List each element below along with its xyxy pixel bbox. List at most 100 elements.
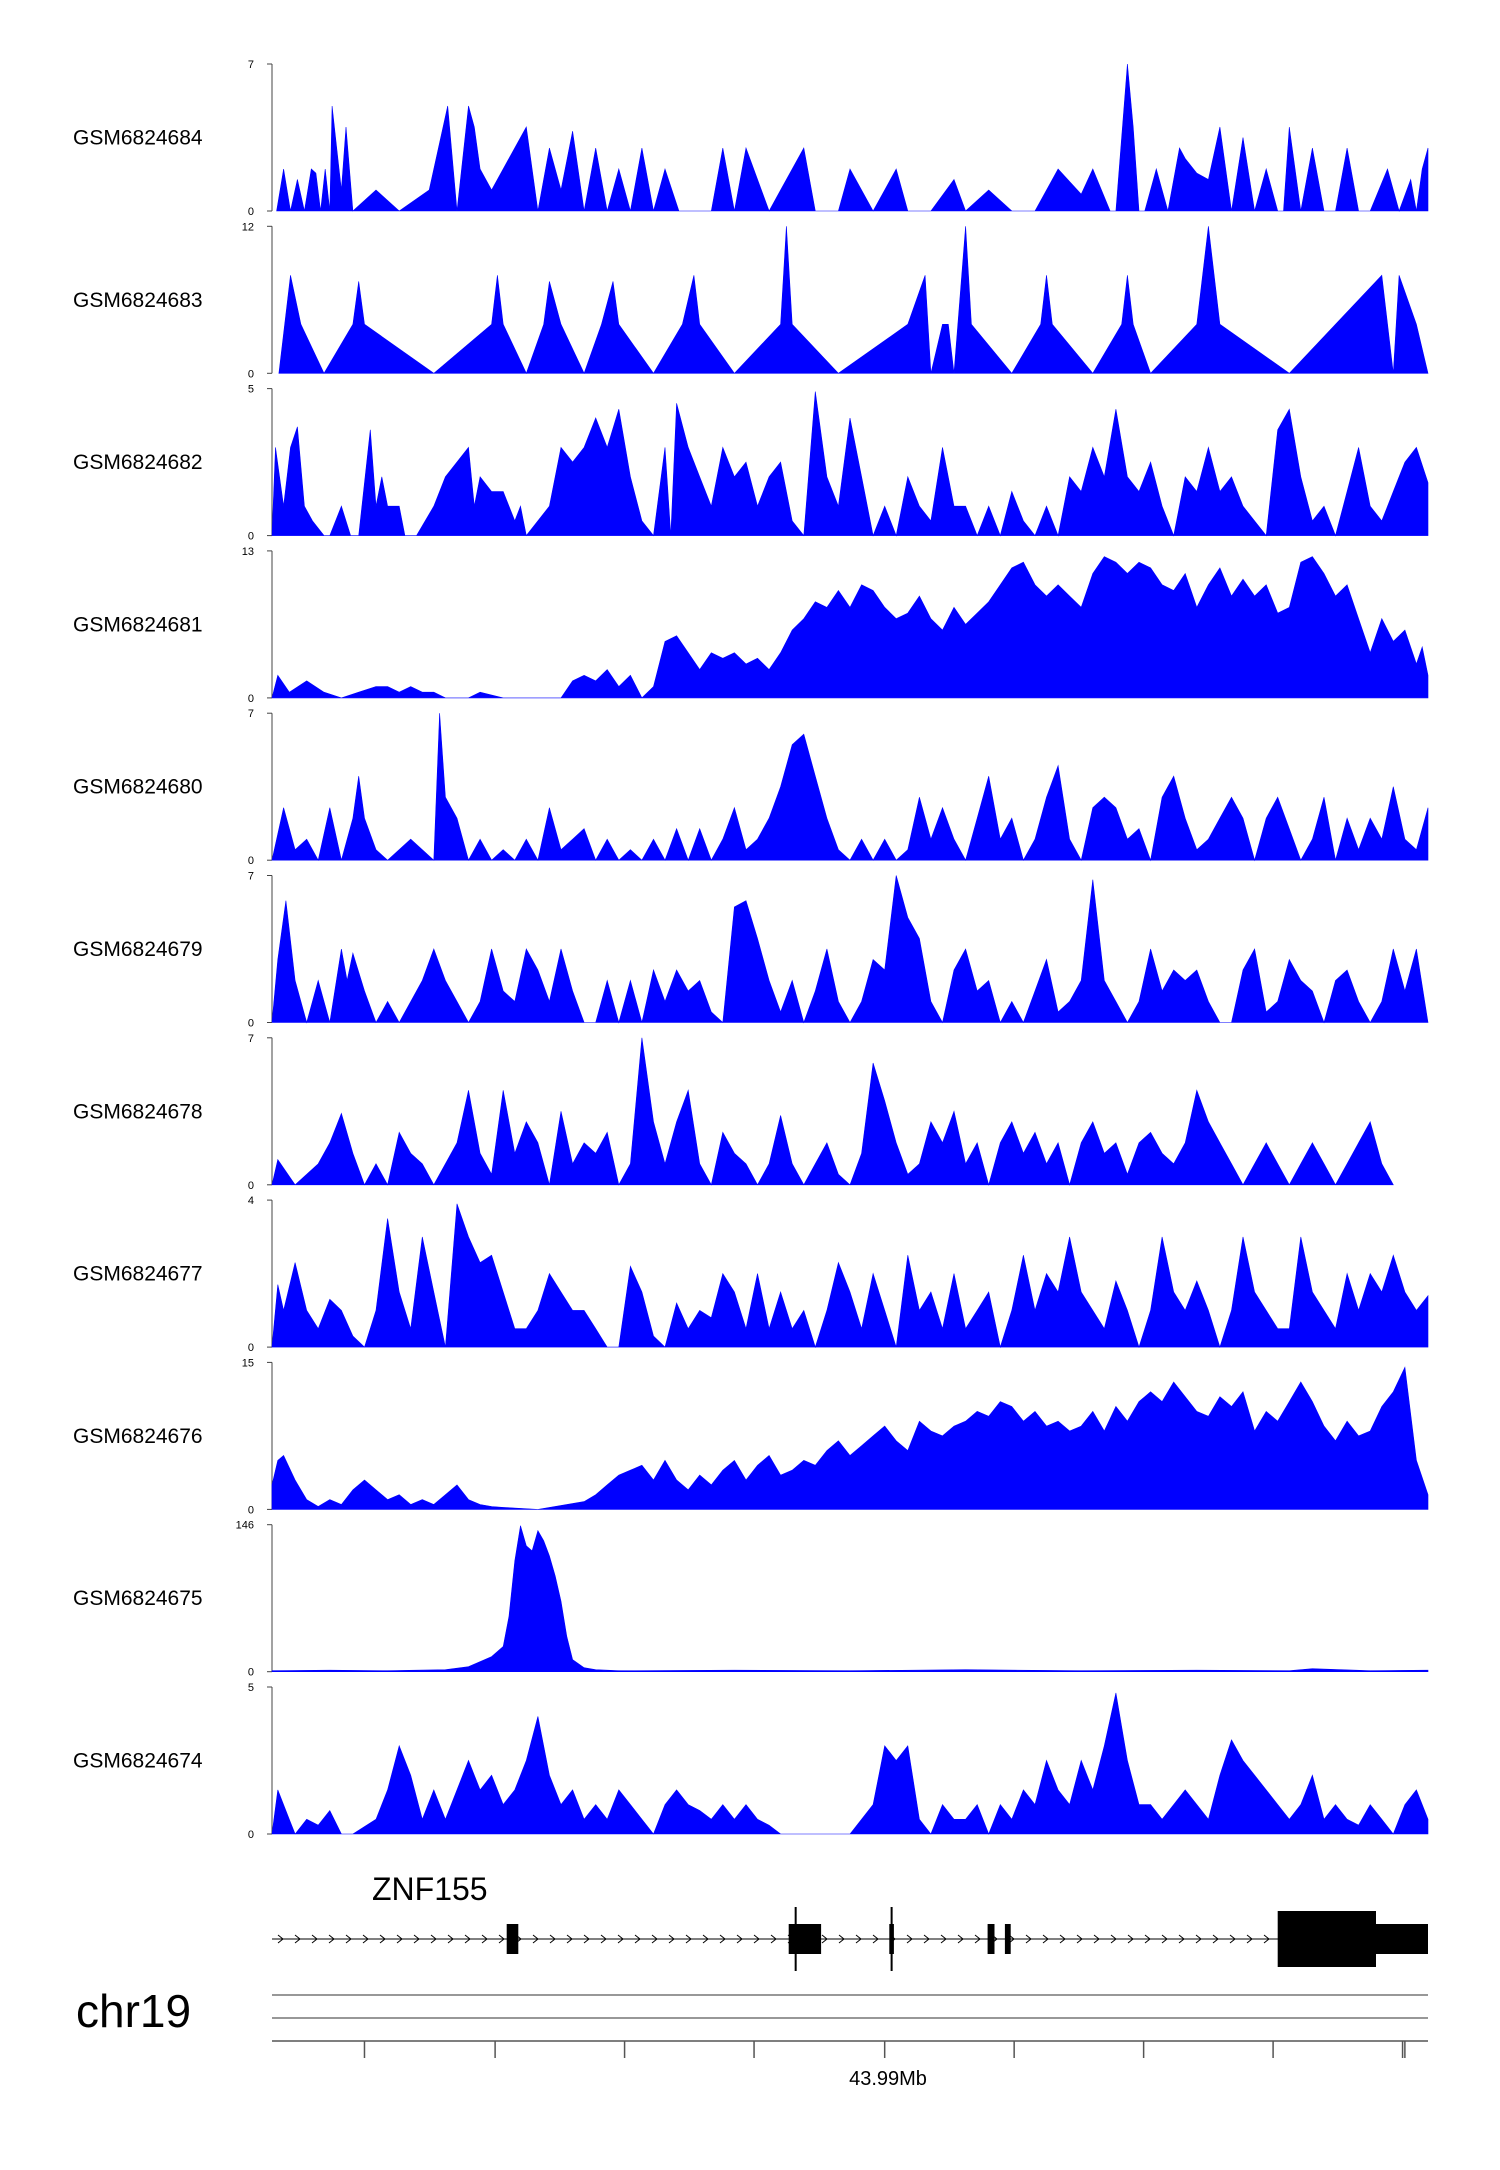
gene-exon — [1004, 1924, 1011, 1954]
strand-arrow — [906, 1934, 913, 1944]
genomic-axis: chr19 43.99Mb — [76, 1985, 1428, 2090]
track-area — [276, 63, 1429, 212]
strand-arrow — [328, 1934, 335, 1944]
strand-arrow — [311, 1934, 318, 1944]
track-GSM6824680: GSM6824680 7 0 — [73, 708, 1429, 867]
track-GSM6824678: GSM6824678 7 0 — [73, 1033, 1394, 1192]
track-GSM6824674: GSM6824674 5 0 — [73, 1682, 1429, 1841]
strand-arrow — [1246, 1934, 1253, 1944]
gene-exon — [987, 1924, 995, 1954]
track-area — [271, 1037, 1394, 1186]
chromosome-label: chr19 — [76, 1985, 191, 2037]
track-label: GSM6824674 — [73, 1750, 203, 1773]
strand-arrow — [379, 1934, 386, 1944]
track-GSM6824682: GSM6824682 5 0 — [73, 384, 1429, 543]
y-tick-label-min: 0 — [248, 855, 254, 867]
y-tick-label-max: 7 — [248, 1033, 254, 1045]
strand-arrow — [753, 1934, 760, 1944]
track-label: GSM6824683 — [73, 289, 203, 312]
strand-arrow — [770, 1934, 777, 1944]
strand-arrow — [617, 1934, 624, 1944]
y-tick-label-min: 0 — [248, 693, 254, 705]
track-area — [278, 226, 1429, 375]
strand-arrow — [634, 1934, 641, 1944]
track-area — [271, 1366, 1429, 1510]
strand-arrow — [566, 1934, 573, 1944]
strand-arrow — [1127, 1934, 1134, 1944]
y-tick-label-min: 0 — [248, 368, 254, 380]
strand-arrow — [1161, 1934, 1168, 1944]
strand-arrow — [430, 1934, 437, 1944]
strand-arrow — [549, 1934, 556, 1944]
strand-arrow — [1178, 1934, 1185, 1944]
y-tick-label-min: 0 — [248, 531, 254, 543]
strand-arrow — [532, 1934, 539, 1944]
strand-arrow — [1212, 1934, 1219, 1944]
y-tick-label-min: 0 — [248, 1829, 254, 1841]
track-label: GSM6824679 — [73, 938, 203, 961]
strand-arrow — [1144, 1934, 1151, 1944]
track-area — [271, 556, 1429, 699]
y-tick-label-max: 15 — [242, 1357, 254, 1369]
y-tick-label-min: 0 — [248, 1018, 254, 1030]
gene-name-label: ZNF155 — [372, 1871, 488, 1907]
y-tick-label-min: 0 — [248, 1667, 254, 1679]
strand-arrow — [651, 1934, 658, 1944]
strand-arrow — [940, 1934, 947, 1944]
strand-arrow — [974, 1934, 981, 1944]
track-label: GSM6824681 — [73, 613, 203, 636]
track-GSM6824675: GSM6824675 146 0 — [73, 1520, 1429, 1679]
strand-arrow — [583, 1934, 590, 1944]
strand-arrow — [685, 1934, 692, 1944]
strand-arrow — [855, 1934, 862, 1944]
strand-arrow — [736, 1934, 743, 1944]
gene-exon — [1277, 1911, 1376, 1967]
strand-arrow — [1229, 1934, 1236, 1944]
y-tick-label-min: 0 — [248, 206, 254, 218]
y-tick-label-max: 7 — [248, 59, 254, 71]
track-label: GSM6824677 — [73, 1263, 203, 1286]
y-tick-label-max: 146 — [236, 1520, 254, 1532]
track-area — [271, 1692, 1429, 1835]
track-area — [271, 875, 1429, 1024]
strand-arrow — [957, 1934, 964, 1944]
strand-arrow — [702, 1934, 709, 1944]
strand-arrow — [294, 1934, 301, 1944]
y-tick-label-max: 4 — [248, 1195, 254, 1207]
y-tick-label-max: 12 — [242, 221, 254, 233]
track-area — [271, 1203, 1429, 1349]
strand-arrow — [1076, 1934, 1083, 1944]
strand-arrow — [923, 1934, 930, 1944]
strand-arrow — [447, 1934, 454, 1944]
gene-exon — [1376, 1924, 1428, 1954]
strand-arrow — [1263, 1934, 1270, 1944]
y-tick-label-max: 5 — [248, 384, 254, 396]
strand-arrow — [1059, 1934, 1066, 1944]
strand-arrow — [872, 1934, 879, 1944]
track-GSM6824681: GSM6824681 13 0 — [73, 546, 1429, 705]
track-label: GSM6824678 — [73, 1100, 203, 1123]
track-label: GSM6824675 — [73, 1587, 203, 1610]
gene-exon — [788, 1924, 822, 1954]
y-tick-label-max: 5 — [248, 1682, 254, 1694]
track-GSM6824684: GSM6824684 7 0 — [73, 59, 1429, 218]
strand-arrow — [600, 1934, 607, 1944]
y-tick-label-min: 0 — [248, 1504, 254, 1516]
track-label: GSM6824676 — [73, 1425, 203, 1448]
track-area — [271, 713, 1429, 862]
y-tick-label-max: 7 — [248, 708, 254, 720]
strand-arrow — [481, 1934, 488, 1944]
strand-arrow — [345, 1934, 352, 1944]
strand-arrow — [1093, 1934, 1100, 1944]
y-tick-label-max: 7 — [248, 871, 254, 883]
track-label: GSM6824682 — [73, 451, 203, 474]
strand-arrow — [719, 1934, 726, 1944]
track-GSM6824683: GSM6824683 12 0 — [73, 221, 1429, 380]
axis-tick-label: 43.99Mb — [849, 2068, 927, 2090]
track-GSM6824676: GSM6824676 15 0 — [73, 1357, 1429, 1516]
track-area — [271, 1525, 1429, 1672]
strand-arrow — [1195, 1934, 1202, 1944]
strand-arrow — [821, 1934, 828, 1944]
